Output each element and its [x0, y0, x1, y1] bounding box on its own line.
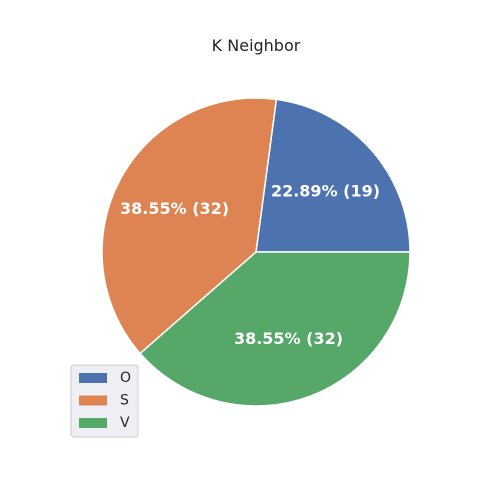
legend-swatch-v	[79, 418, 107, 428]
legend-label-s: S	[120, 393, 129, 409]
legend-label-v: V	[120, 415, 130, 431]
slice-label-v: 38.55% (32)	[234, 329, 343, 348]
pie-slices	[101, 97, 411, 407]
pie-slice-s	[101, 97, 278, 355]
legend-swatch-o	[79, 373, 107, 383]
slice-label-o: 22.89% (19)	[271, 182, 380, 201]
slice-label-s: 38.55% (32)	[120, 199, 229, 218]
pie-slice-labels: 22.89% (19) 38.55% (32) 38.55% (32)	[120, 182, 380, 348]
legend-label-o: O	[120, 370, 131, 386]
legend-swatch-s	[79, 395, 107, 406]
pie-slice-o	[255, 98, 411, 253]
pie-slice-v	[139, 251, 411, 407]
legend: OSV	[70, 364, 139, 438]
chart-title: K Neighbor	[212, 36, 301, 55]
